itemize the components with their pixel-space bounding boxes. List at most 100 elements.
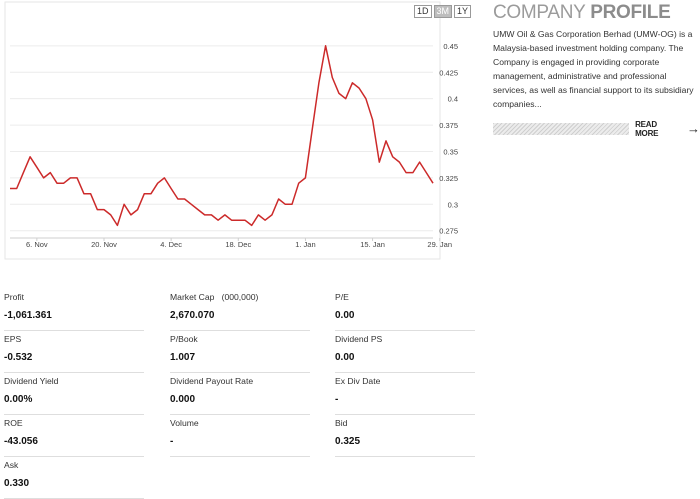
price-point [49, 172, 51, 174]
price-point [177, 198, 179, 200]
price-point [164, 177, 166, 179]
price-point [278, 198, 280, 200]
price-point [311, 130, 313, 132]
y-tick-label: 0.4 [448, 95, 458, 104]
stat-value: - [335, 394, 339, 405]
price-point [23, 172, 25, 174]
price-point [103, 209, 105, 211]
read-more-link[interactable]: READ MORE [635, 120, 659, 138]
x-tick-label: 4. Dec [160, 240, 182, 249]
price-point [9, 188, 11, 190]
divider [4, 414, 144, 415]
price-point [258, 214, 260, 216]
stat-value: 0.00% [4, 394, 33, 405]
price-point [244, 219, 246, 221]
stat-dividend-payout-rate: Dividend Payout Rate 0.000 [170, 376, 310, 415]
price-point [170, 188, 172, 190]
price-point [143, 193, 145, 195]
y-tick-label: 0.275 [439, 227, 458, 236]
price-point [392, 156, 394, 158]
stat-value: 0.00 [335, 352, 355, 363]
arrow-right-icon[interactable]: → [687, 121, 700, 136]
stat-volume: Volume - [170, 418, 310, 457]
stat-eps: EPS -0.532 [4, 334, 144, 373]
price-point [56, 182, 58, 184]
stat-label: Volume [170, 418, 199, 428]
stat-pe: P/E 0.00 [335, 292, 475, 331]
price-point [70, 177, 72, 179]
profile-description: UMW Oil & Gas Corporation Berhad (UMW-OG… [493, 29, 694, 109]
price-point [284, 204, 286, 206]
price-point [399, 161, 401, 163]
read-more-row: READ MORE → [493, 120, 700, 138]
stat-label: Ex Div Date [335, 376, 381, 386]
profile-title: COMPANY PROFILE [493, 2, 700, 24]
stat-value: 2,670.070 [170, 310, 215, 321]
stat-label: P/E [335, 292, 349, 302]
divider [4, 372, 144, 373]
price-point [204, 214, 206, 216]
stat-ask: Ask 0.330 [4, 460, 144, 499]
stat-dividend-yield: Dividend Yield 0.00% [4, 376, 144, 415]
price-point [405, 172, 407, 174]
price-point [378, 161, 380, 163]
y-tick-label: 0.35 [443, 147, 458, 156]
range-3m-button[interactable]: 3M [433, 5, 453, 18]
price-point [184, 198, 186, 200]
price-point [271, 214, 273, 216]
stat-label: Dividend PS [335, 334, 383, 344]
y-tick-label: 0.45 [443, 42, 458, 51]
stat-label: Ask [4, 460, 19, 470]
price-point [237, 219, 239, 221]
price-point [117, 225, 119, 227]
profile-title-light: COMPANY [493, 2, 586, 23]
y-tick-label: 0.425 [439, 68, 458, 77]
stat-label: Market Cap (000,000) [170, 292, 259, 302]
range-buttons: 1D 3M 1Y [414, 5, 472, 18]
price-point [291, 204, 293, 206]
price-chart: 0.275 0.3 0.325 0.35 0.375 0.4 0.425 0.45 6. Nov… [0, 0, 472, 262]
x-tick-label: 6. Nov [26, 240, 48, 249]
x-tick-label: 15. Jan [360, 240, 385, 249]
price-point [76, 177, 78, 179]
stat-value: 0.000 [170, 394, 196, 405]
price-point [43, 177, 45, 179]
price-point [197, 209, 199, 211]
price-point [331, 77, 333, 79]
profile-title-bold: PROFILE [590, 2, 671, 23]
stat-value: - [170, 436, 174, 447]
price-point [150, 193, 152, 195]
hatch-divider [493, 123, 630, 135]
y-tick-label: 0.325 [439, 174, 458, 183]
price-point [224, 214, 226, 216]
price-point [36, 167, 38, 169]
divider [170, 456, 310, 457]
price-point [90, 193, 92, 195]
stat-label: Dividend Payout Rate [170, 376, 254, 386]
price-point [29, 156, 31, 158]
stat-value: -0.532 [4, 352, 33, 363]
price-point [137, 209, 139, 211]
price-point [358, 87, 360, 89]
price-point [385, 140, 387, 142]
divider [335, 414, 475, 415]
stat-label: Bid [335, 418, 348, 428]
range-1d-button[interactable]: 1D [414, 5, 432, 18]
x-tick-label: 20. Nov [91, 240, 117, 249]
price-point [16, 188, 18, 190]
stat-market-cap: Market Cap (000,000) 2,670.070 [170, 292, 310, 331]
price-point [190, 204, 192, 206]
stat-value: 0.330 [4, 478, 30, 489]
price-chart-svg: 0.275 0.3 0.325 0.35 0.375 0.4 0.425 0.45 6. Nov… [4, 1, 458, 260]
divider [4, 456, 144, 457]
y-tick-label: 0.375 [439, 121, 458, 130]
range-1y-button[interactable]: 1Y [454, 5, 472, 18]
price-point [419, 161, 421, 163]
stat-dividend-ps: Dividend PS 0.00 [335, 334, 475, 373]
stat-label: P/Book [170, 334, 198, 344]
divider [335, 372, 475, 373]
divider [170, 330, 310, 331]
price-series-line [10, 45, 434, 227]
price-point [318, 82, 320, 84]
price-point [110, 214, 112, 216]
